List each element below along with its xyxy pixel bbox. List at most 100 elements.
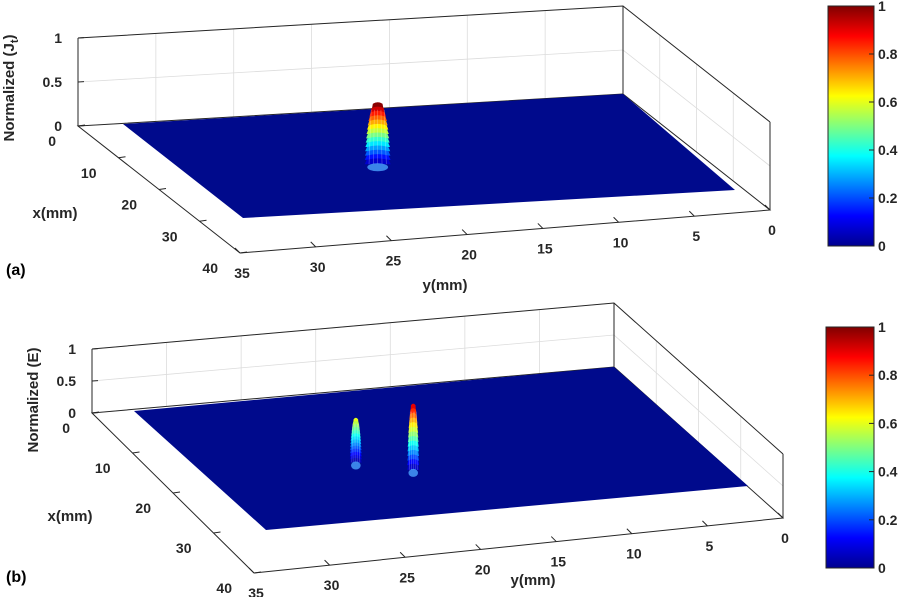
colorbar-tick-label: 0 <box>878 560 886 576</box>
peak-band <box>349 451 362 457</box>
y-tick-label: 15 <box>537 240 553 256</box>
x-axis-ticks: 0 10 20 30 40 <box>48 124 248 276</box>
peak-band <box>369 110 386 117</box>
colorbar-tick-label: 0.2 <box>878 512 898 528</box>
peak-band <box>367 119 388 126</box>
colorbar-tick-label: 0.4 <box>878 142 898 158</box>
colorbar-tick-label: 0.8 <box>878 367 898 383</box>
colorbar-tick-label: 1 <box>878 319 886 335</box>
y-axis-ticks: 35 30 25 20 15 10 5 0 <box>248 512 789 597</box>
peak-band <box>351 430 361 435</box>
x-tick-label: 40 <box>202 260 218 276</box>
peak-band <box>407 454 420 461</box>
y-axis-label: y(mm) <box>422 277 467 294</box>
y-tick-label: 0 <box>768 222 776 238</box>
peak-band <box>409 412 418 419</box>
peak-band <box>365 145 391 152</box>
peak-band <box>364 154 391 160</box>
x-axis-label: x(mm) <box>47 508 92 525</box>
z-tick-label: 1 <box>54 30 62 46</box>
peak-band <box>366 128 389 135</box>
colorbar-tick-label: 0.8 <box>878 46 898 62</box>
x-tick-label: 10 <box>95 460 111 476</box>
z-tick-label: 0 <box>68 405 76 421</box>
peak-band <box>407 436 419 443</box>
y-tick-label: 35 <box>234 265 250 281</box>
peak-band <box>352 420 360 426</box>
y-tick-label: 5 <box>692 228 700 244</box>
peak-band <box>407 445 419 452</box>
x-tick-label: 40 <box>216 580 232 596</box>
colorbar-tick-label: 0 <box>878 238 886 254</box>
colorbar-tick-label: 0.6 <box>878 94 898 110</box>
x-axis-label: x(mm) <box>32 205 77 222</box>
peak-band <box>350 433 361 438</box>
x-tick-label: 10 <box>81 165 97 181</box>
surface-floor <box>134 367 748 530</box>
y-tick-label: 5 <box>706 538 714 554</box>
surface-peak <box>364 102 391 172</box>
colorbar: 0 0.2 0.4 0.6 0.8 1 <box>825 319 898 576</box>
peak-band <box>408 431 419 438</box>
peak-band <box>410 403 416 410</box>
peak-band <box>350 445 362 451</box>
peak-band <box>365 141 390 147</box>
panel-label: (b) <box>6 569 26 586</box>
peak-band <box>367 123 389 130</box>
x-tick-label: 20 <box>135 500 151 516</box>
y-tick-label: 25 <box>399 569 415 585</box>
peak-band <box>407 463 420 470</box>
x-tick-label: 30 <box>162 228 178 244</box>
y-tick-label: 25 <box>386 253 402 269</box>
colorbar-tick-label: 1 <box>878 0 886 14</box>
panel-label: (a) <box>6 262 26 279</box>
z-tick-label: 0.5 <box>43 74 63 90</box>
peak-band <box>366 132 390 139</box>
peak-band <box>349 454 362 460</box>
x-tick-label: 30 <box>176 540 192 556</box>
z-tick-label: 0.5 <box>57 373 77 389</box>
peak-band <box>352 423 360 429</box>
surface-peak <box>349 417 362 470</box>
y-tick-label: 10 <box>613 234 629 250</box>
colorbar-gradient <box>825 326 875 569</box>
peak-band <box>364 158 391 165</box>
z-axis-label: Normalized (E) <box>25 347 42 452</box>
peak-band <box>350 442 362 448</box>
x-tick-label: 0 <box>62 420 70 436</box>
peak-band <box>370 106 385 113</box>
peak-band <box>350 439 362 444</box>
panel-b: 0 0.5 1 0 10 20 30 40 35 30 25 20 15 10 5 0 x(mm) y(mm) No… <box>6 302 898 597</box>
colorbar-tick-label: 0.6 <box>878 415 898 431</box>
colorbar-gradient <box>827 5 875 247</box>
colorbar-tick-label: 0.2 <box>878 190 898 206</box>
peak-band <box>372 102 384 109</box>
x-tick-label: 20 <box>121 197 137 213</box>
peak-band <box>368 115 387 122</box>
z-axis-label: Normalized (Jt) <box>1 34 21 141</box>
y-tick-label: 20 <box>461 247 477 263</box>
y-tick-label: 30 <box>310 259 326 275</box>
x-tick-label: 0 <box>48 133 56 149</box>
y-axis-label: y(mm) <box>510 572 555 589</box>
peak-band <box>364 149 391 156</box>
y-tick-label: 15 <box>550 554 566 570</box>
colorbar-tick-label: 0.4 <box>878 464 898 480</box>
x-axis-ticks: 0 10 20 30 40 <box>62 411 262 596</box>
peak-band <box>408 426 419 433</box>
y-tick-label: 0 <box>781 530 789 546</box>
peak-band <box>408 417 418 424</box>
y-tick-label: 20 <box>475 561 491 577</box>
peak-band <box>350 436 361 441</box>
peak-band <box>407 459 420 466</box>
y-tick-label: 10 <box>626 546 642 562</box>
peak-band <box>365 136 390 143</box>
y-tick-label: 35 <box>248 585 264 597</box>
surface-peak <box>407 403 420 477</box>
y-axis-ticks: 35 30 25 20 15 10 5 0 <box>234 204 776 281</box>
peak-band <box>408 422 418 429</box>
z-tick-label: 0 <box>54 118 62 134</box>
colorbar: 0 0.2 0.4 0.6 0.8 1 <box>827 0 898 254</box>
